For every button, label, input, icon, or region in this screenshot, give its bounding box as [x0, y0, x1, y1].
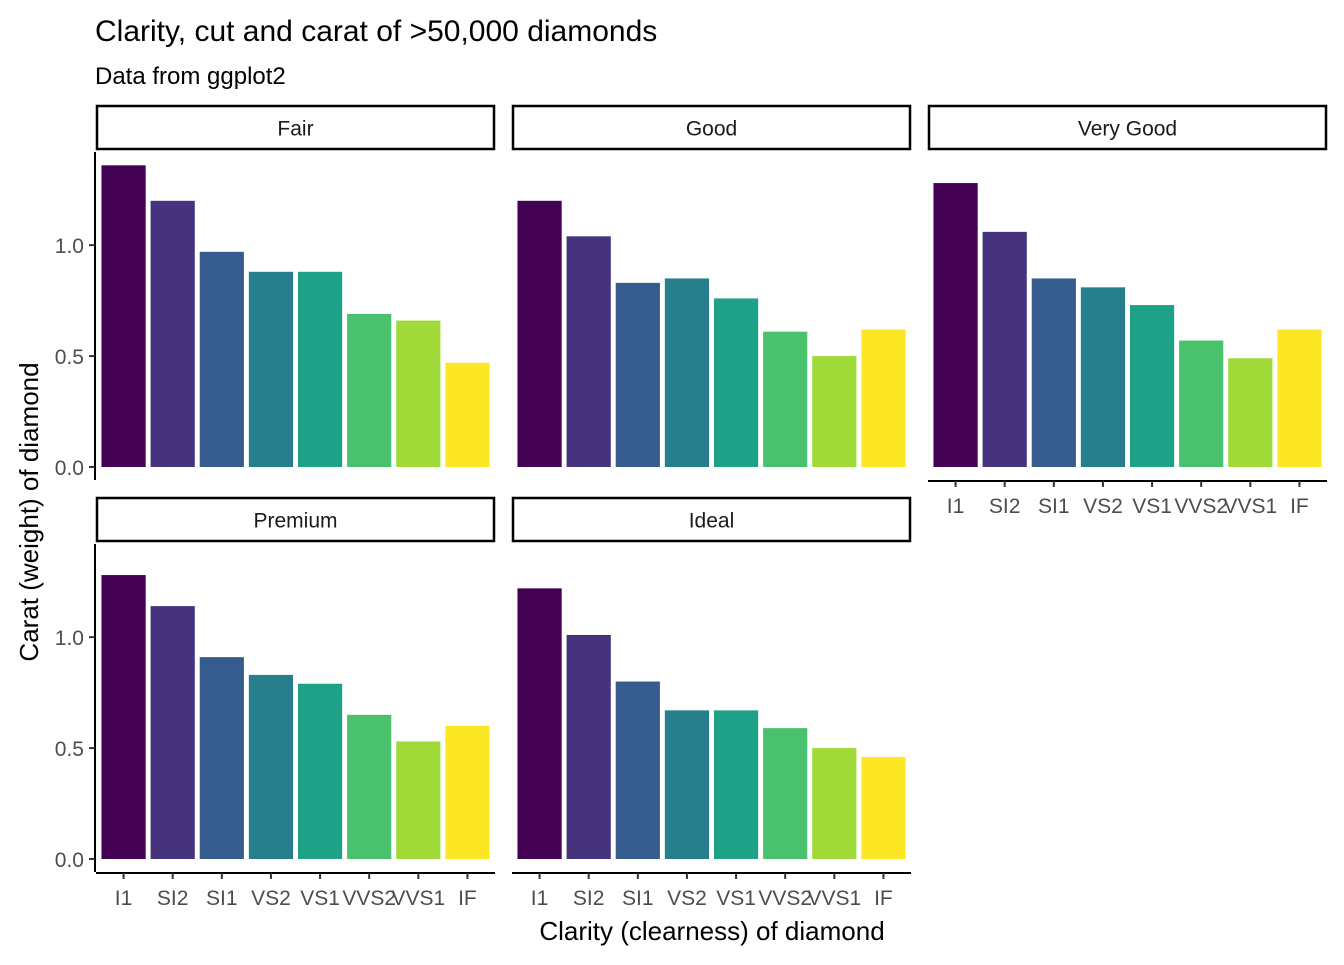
x-tick-label: VVS2 [1174, 495, 1228, 518]
x-tick-label: SI2 [573, 887, 605, 910]
bar-vs2 [1080, 287, 1126, 467]
y-tick-label: 0.5 [55, 738, 84, 761]
bar-si2 [566, 236, 611, 467]
x-tick-label: VS2 [1083, 495, 1123, 518]
facet-strip-label: Very Good [1078, 118, 1177, 141]
y-tick-label: 1.0 [55, 235, 84, 258]
x-tick-label: IF [458, 887, 477, 910]
bar-if [445, 362, 490, 467]
bar-vvs1 [1228, 358, 1273, 467]
bar-vvs2 [763, 331, 808, 467]
x-tick-label: SI2 [157, 887, 189, 910]
bar-vs1 [297, 271, 343, 467]
facet-strip-label: Ideal [689, 510, 735, 533]
x-tick-label: VVS1 [1223, 495, 1277, 518]
facet-panels: Fair 0.0 0.5 1.0 Good Very Good I1 SI2 SI1 VS2 VS1… [55, 104, 1328, 910]
bar-i1 [101, 575, 146, 859]
x-tick-label: SI1 [1038, 495, 1070, 518]
chart-title: Clarity, cut and carat of >50,000 diamon… [95, 15, 657, 48]
bar-si1 [615, 282, 660, 467]
facet-strip [511, 104, 912, 151]
x-tick-label: I1 [115, 887, 133, 910]
bar-si1 [615, 681, 660, 859]
bar-vs2 [248, 674, 294, 859]
bar-vvs2 [347, 714, 392, 859]
facet-strip [95, 104, 496, 151]
chart-subtitle: Data from ggplot2 [95, 63, 286, 90]
x-tick-label: VS2 [251, 887, 291, 910]
bar-si2 [566, 634, 611, 859]
x-tick-label: VVS1 [807, 887, 861, 910]
bar-si1 [1031, 278, 1076, 467]
bar-vs2 [664, 710, 710, 859]
facet-panel-fair: Fair 0.0 0.5 1.0 [55, 104, 496, 480]
x-tick-label: VS2 [667, 887, 707, 910]
y-tick-label: 0.5 [55, 346, 84, 369]
bar-vvs1 [812, 356, 857, 467]
x-tick-label: IF [1290, 495, 1309, 518]
x-tick-label: SI1 [206, 887, 238, 910]
y-axis-label: Carat (weight) of diamond [14, 362, 44, 661]
bar-si1 [199, 657, 244, 859]
y-tick-label: 1.0 [55, 627, 84, 650]
bar-si2 [150, 606, 195, 859]
bar-i1 [933, 183, 978, 467]
x-tick-label: I1 [947, 495, 965, 518]
facet-strip-label: Fair [277, 118, 313, 141]
facet-strip-label: Good [686, 118, 737, 141]
y-tick-label: 0.0 [55, 849, 84, 872]
bar-si1 [199, 251, 244, 467]
bar-vs1 [1129, 305, 1175, 467]
facet-strip [511, 496, 912, 543]
x-tick-label: VVS2 [342, 887, 396, 910]
bar-vs1 [713, 710, 759, 859]
bar-vvs2 [763, 728, 808, 859]
bar-if [445, 725, 490, 859]
x-tick-label: VS1 [716, 887, 756, 910]
bar-i1 [517, 588, 562, 859]
bar-si2 [150, 200, 195, 468]
x-tick-label: I1 [531, 887, 549, 910]
bar-vvs1 [396, 320, 441, 467]
x-tick-label: VS1 [300, 887, 340, 910]
facet-strip-label: Premium [253, 510, 337, 533]
bar-vs2 [248, 271, 294, 467]
facet-strip [95, 496, 496, 543]
x-tick-label: SI1 [622, 887, 654, 910]
bar-i1 [517, 200, 562, 468]
bar-if [861, 329, 906, 467]
facet-panel-good: Good [511, 104, 912, 468]
bar-vs1 [713, 298, 759, 467]
bar-vvs1 [812, 748, 857, 859]
bar-vvs2 [1179, 340, 1224, 467]
bar-if [861, 756, 906, 859]
y-tick-label: 0.0 [55, 457, 84, 480]
bar-vs2 [664, 278, 710, 467]
x-tick-label: VVS1 [391, 887, 445, 910]
bar-if [1277, 329, 1322, 467]
x-tick-label: VVS2 [758, 887, 812, 910]
bar-vvs1 [396, 741, 441, 859]
x-tick-label: VS1 [1132, 495, 1172, 518]
facet-strip [927, 104, 1328, 151]
bar-vs1 [297, 683, 343, 859]
x-tick-label: SI2 [989, 495, 1021, 518]
bar-i1 [101, 165, 146, 467]
x-tick-label: IF [874, 887, 893, 910]
bar-vvs2 [347, 313, 392, 467]
x-axis-label: Clarity (clearness) of diamond [539, 916, 884, 946]
bar-si2 [982, 231, 1027, 467]
